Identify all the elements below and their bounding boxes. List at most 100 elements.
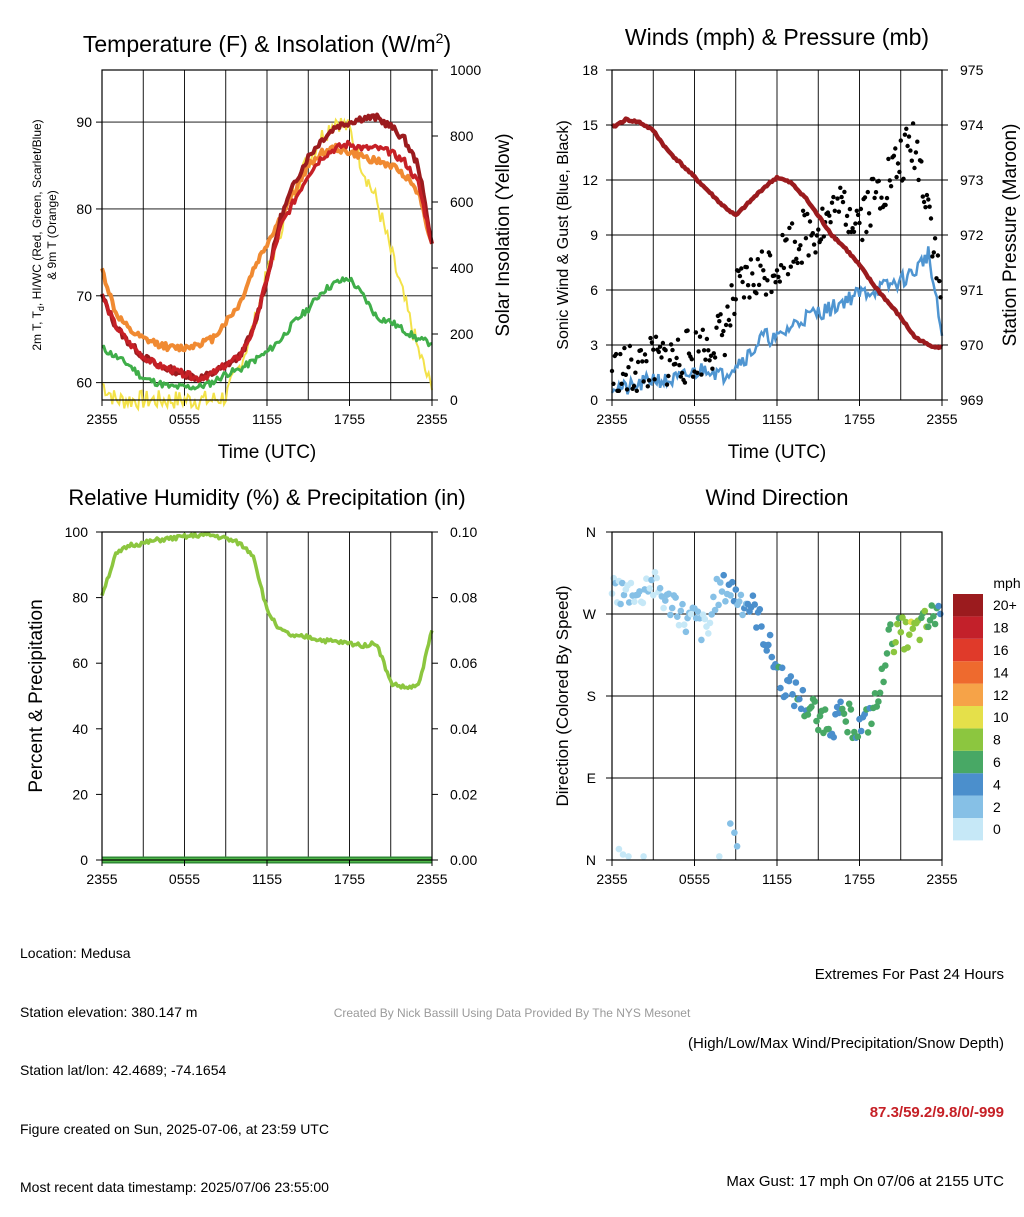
gust-point — [813, 250, 818, 255]
gust-point — [693, 330, 699, 335]
gust-point — [807, 219, 813, 224]
gust-point — [864, 229, 869, 235]
legend-label: 4 — [993, 776, 1001, 792]
gust-point — [909, 158, 914, 163]
rh-xtick-label: 2355 — [86, 871, 117, 887]
direction-point — [813, 717, 820, 725]
direction-point — [804, 711, 812, 718]
gust-point — [811, 242, 817, 247]
direction-point — [797, 705, 805, 713]
direction-point — [698, 636, 705, 644]
direction-point — [854, 733, 862, 740]
gust-point — [935, 253, 941, 258]
direction-point — [885, 626, 892, 633]
legend-label: 12 — [993, 687, 1009, 703]
gust-point — [622, 345, 627, 351]
gust-point — [913, 150, 919, 155]
gust-point — [668, 342, 674, 347]
direction-point — [653, 574, 660, 582]
direction-point — [778, 664, 786, 672]
direction-point — [883, 650, 891, 657]
direction-point — [625, 853, 632, 860]
temp-ylabel-line1: 2m T, Td, HI/WC (Red, Green, Scarlet/Blu… — [30, 119, 46, 350]
extremes-values: 87.3/59.2/9.8/0/-999 — [869, 1104, 1004, 1121]
direction-point — [763, 647, 770, 654]
temp-y2tick-label: 400 — [450, 260, 474, 276]
rh-y2tick-label: 0.08 — [450, 590, 477, 606]
gust-point — [772, 273, 777, 278]
gust-point — [635, 359, 641, 365]
direction-point — [857, 727, 865, 735]
gust-point — [776, 274, 781, 280]
gust-point — [832, 208, 837, 213]
direction-point — [648, 576, 655, 584]
gust-point — [629, 357, 634, 362]
legend-swatch — [953, 773, 983, 796]
gust-point — [806, 253, 811, 258]
dir-ytick-label: S — [587, 688, 596, 704]
dir-xtick-label: 0555 — [679, 871, 710, 887]
dir-ytick-label: E — [587, 770, 596, 786]
rh-xtick-label: 2355 — [416, 871, 447, 887]
gust-point — [884, 195, 890, 201]
temp-title: Temperature (F) & Insolation (W/m2) — [83, 30, 451, 57]
extremes-subtitle: (High/Low/Max Wind/Precipitation/Snow De… — [688, 1035, 1004, 1052]
gust-point — [624, 387, 630, 392]
dir-ytick-label: W — [583, 606, 597, 622]
gust-point — [701, 348, 707, 353]
dir-ytick-label: N — [586, 852, 596, 868]
gust-point — [868, 223, 873, 228]
direction-point — [935, 602, 942, 610]
gust-point — [721, 328, 726, 334]
gust-point — [765, 278, 770, 283]
direction-point — [717, 579, 724, 586]
direction-point — [680, 621, 688, 628]
direction-point — [909, 625, 917, 632]
gust-point — [912, 165, 917, 171]
gust-point — [908, 148, 913, 153]
direction-point — [847, 706, 855, 713]
gust-point — [930, 254, 935, 259]
gust-point — [634, 388, 639, 393]
gust-point — [759, 249, 765, 254]
legend-swatch — [953, 616, 983, 639]
gust-point — [703, 357, 708, 362]
gust-point — [613, 351, 619, 357]
direction-point — [682, 628, 690, 636]
direction-point — [646, 585, 654, 592]
gust-point — [865, 189, 870, 195]
temp-xtick-label: 1155 — [252, 411, 282, 427]
dir-title: Wind Direction — [705, 485, 848, 510]
gust-point — [761, 268, 766, 273]
temp-xlabel: Time (UTC) — [218, 442, 317, 463]
gust-point — [689, 357, 694, 362]
gust-point — [653, 334, 659, 339]
direction-point — [620, 591, 628, 599]
direction-point — [902, 618, 910, 626]
direction-point — [845, 700, 853, 708]
temp-xtick-label: 1755 — [334, 411, 365, 427]
gust-point — [767, 253, 773, 258]
gust-point — [924, 192, 930, 198]
gust-point — [751, 282, 756, 288]
gust-point — [649, 340, 655, 345]
temp-ytick-label: 60 — [76, 375, 92, 391]
temp-title-sup: 2 — [436, 30, 444, 46]
gust-point — [755, 257, 760, 262]
gust-point — [714, 325, 719, 330]
legend-label: 8 — [993, 732, 1001, 748]
gust-point — [858, 206, 864, 212]
direction-point — [904, 644, 911, 651]
gust-point — [633, 370, 638, 375]
station-info: Location: Medusa Station elevation: 380.… — [20, 905, 329, 1217]
gust-point — [774, 268, 780, 273]
gust-point — [627, 343, 633, 349]
temp-y2tick-label: 0 — [450, 392, 458, 408]
gust-point — [667, 358, 672, 363]
direction-point — [756, 606, 764, 613]
direction-point — [821, 706, 829, 713]
rh-ytick-label: 20 — [72, 786, 88, 802]
gust-point — [710, 366, 715, 371]
rh-y2tick-label: 0.06 — [450, 655, 477, 671]
